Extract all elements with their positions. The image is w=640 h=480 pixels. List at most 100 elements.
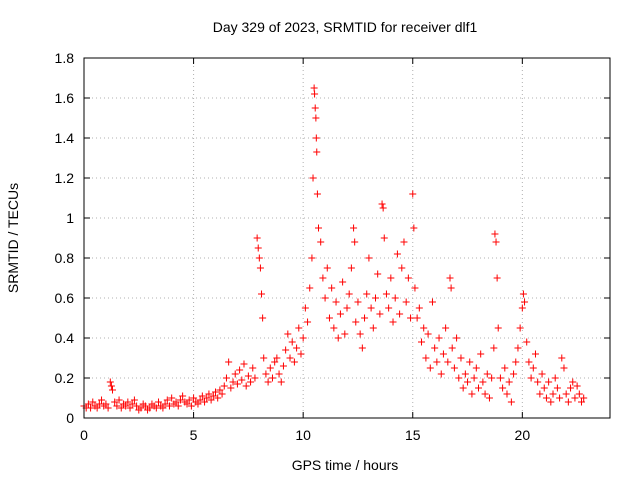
data-point: [249, 364, 257, 372]
data-point: [293, 344, 301, 352]
data-point: [89, 398, 97, 406]
x-axis-label: GPS time / hours: [292, 457, 399, 473]
data-point: [569, 378, 577, 386]
data-point: [286, 354, 294, 362]
data-point: [492, 238, 500, 246]
data-point: [262, 370, 270, 378]
data-point: [104, 404, 112, 412]
data-point: [233, 380, 241, 388]
data-point: [461, 370, 469, 378]
data-point: [163, 396, 171, 404]
y-tick-label: 1: [66, 210, 74, 226]
y-tick-labels: 0 0.2 0.4 0.6 0.8 1 1.2 1.4 1.6 1.8: [55, 50, 75, 426]
data-point: [363, 290, 371, 298]
data-point: [428, 298, 436, 306]
data-point: [447, 284, 455, 292]
data-point: [339, 278, 347, 286]
data-point: [564, 398, 572, 406]
data-point: [501, 364, 509, 372]
data-point: [494, 324, 502, 332]
data-point: [334, 334, 342, 342]
data-point: [341, 330, 349, 338]
data-point: [575, 390, 583, 398]
data-point: [209, 392, 217, 400]
data-point: [374, 270, 382, 278]
data-point: [256, 264, 264, 272]
data-point: [311, 104, 319, 112]
data-point: [439, 350, 447, 358]
data-point: [466, 358, 474, 366]
data-point: [137, 404, 145, 412]
data-point: [161, 400, 169, 408]
data-point: [310, 84, 318, 92]
data-point: [308, 254, 316, 262]
data-point: [538, 370, 546, 378]
data-point: [87, 404, 95, 412]
data-point: [264, 378, 272, 386]
data-point: [328, 284, 336, 292]
data-point: [128, 400, 136, 408]
data-point: [470, 374, 478, 382]
data-point: [472, 364, 480, 372]
x-tick-labels: 0 5 10 15 20: [80, 427, 530, 443]
data-point: [387, 274, 395, 282]
data-point: [323, 264, 331, 272]
data-point: [407, 314, 415, 322]
data-point: [325, 314, 333, 322]
data-point: [251, 374, 259, 382]
data-point: [356, 330, 364, 338]
data-point: [336, 310, 344, 318]
data-point: [220, 382, 228, 390]
data-point: [519, 290, 527, 298]
data-point: [332, 298, 340, 306]
data-point: [404, 274, 412, 282]
data-point: [242, 382, 250, 390]
data-point: [422, 354, 430, 362]
data-point: [124, 398, 132, 406]
x-tick-label: 5: [190, 427, 198, 443]
data-point: [567, 384, 575, 392]
data-point: [317, 238, 325, 246]
data-point: [216, 386, 224, 394]
x-tick-label: 20: [515, 427, 531, 443]
data-point: [551, 374, 559, 382]
y-tick-label: 0.2: [55, 370, 75, 386]
data-point: [107, 382, 115, 390]
data-point: [516, 324, 524, 332]
data-point: [259, 314, 267, 322]
data-point: [279, 362, 287, 370]
data-point: [385, 304, 393, 312]
data-point: [442, 324, 450, 332]
data-point: [275, 370, 283, 378]
data-point: [343, 304, 351, 312]
data-point: [350, 224, 358, 232]
data-point: [152, 404, 160, 412]
data-point: [431, 344, 439, 352]
data-point: [309, 174, 317, 182]
data-point: [358, 344, 366, 352]
data-point: [229, 378, 237, 386]
data-point: [205, 390, 213, 398]
data-point: [185, 396, 193, 404]
data-point: [514, 344, 522, 352]
data-point: [288, 338, 296, 346]
data-point: [483, 370, 491, 378]
data-point: [179, 392, 187, 400]
data-point: [312, 134, 320, 142]
data-point: [141, 402, 149, 410]
data-point: [475, 384, 482, 392]
data-point: [529, 364, 537, 372]
data-point: [361, 314, 369, 322]
data-point: [512, 358, 520, 366]
data-point: [159, 404, 167, 412]
data-point: [260, 354, 268, 362]
data-point: [207, 396, 215, 404]
data-point: [536, 390, 544, 398]
data-point: [347, 264, 355, 272]
data-point: [319, 274, 327, 282]
data-point: [273, 354, 281, 362]
data-point: [553, 384, 561, 392]
data-point: [580, 394, 588, 402]
data-point: [266, 364, 274, 372]
data-point: [284, 330, 292, 338]
